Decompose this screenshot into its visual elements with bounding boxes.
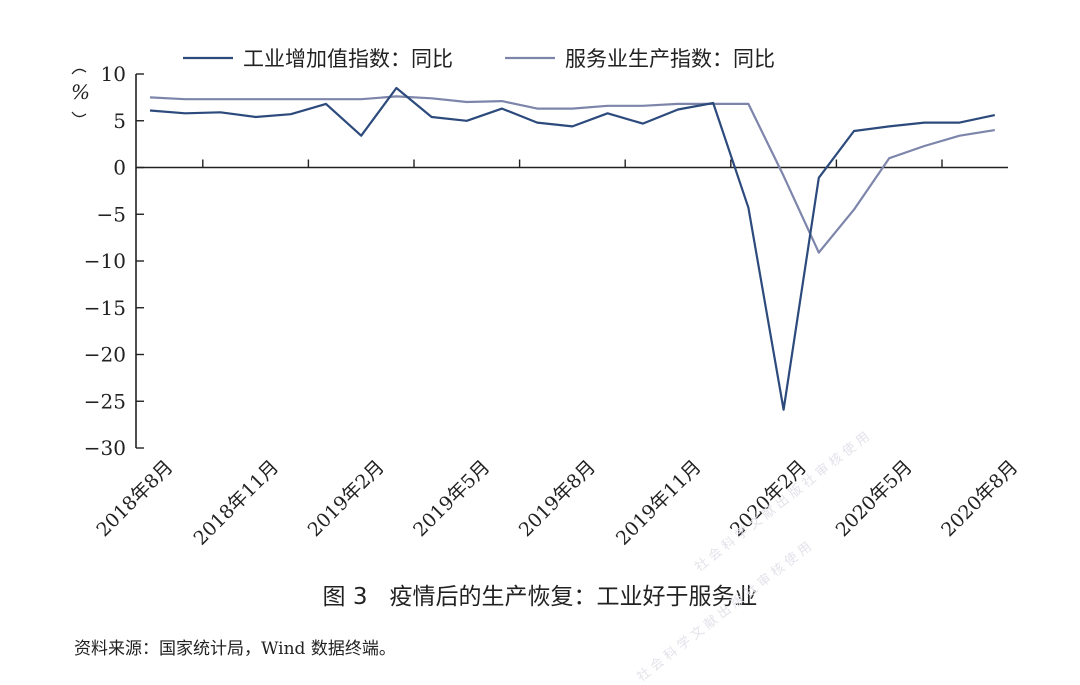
y-tick-label: 10 <box>101 62 126 86</box>
y-tick-label: −20 <box>84 343 126 367</box>
y-axis-unit-label: % <box>71 80 90 104</box>
x-tick-label: 2019年2月 <box>304 456 389 541</box>
x-tick-label: 2019年8月 <box>515 456 600 541</box>
legend-label-services: 服务业生产指数：同比 <box>565 47 775 71</box>
y-tick-label: −5 <box>97 202 126 226</box>
series-lines <box>149 86 996 411</box>
data-source-note: 资料来源：国家统计局，Wind 数据终端。 <box>74 639 396 659</box>
x-axis: 2018年8月 2018年11月 2019年2月 2019年5月 2019年8月 2019… <box>92 159 1022 550</box>
chart-legend: 工业增加值指数：同比 服务业生产指数：同比 <box>183 47 775 71</box>
y-tick-label: −15 <box>84 296 126 320</box>
x-tick-label: 2020年5月 <box>832 456 917 541</box>
x-tick-label: 2019年11月 <box>612 456 706 550</box>
legend-label-industrial: 工业增加值指数：同比 <box>243 47 453 71</box>
line-chart: 工业增加值指数：同比 服务业生产指数：同比 % 10 5 0 −5 −10 −15 −20 −… <box>71 47 1022 550</box>
unit-paren-bottom <box>71 111 87 118</box>
x-tick-label: 2020年8月 <box>937 456 1022 541</box>
series-line-industrial <box>149 86 996 411</box>
unit-paren-top <box>71 68 87 75</box>
y-tick-label: −25 <box>84 389 126 413</box>
x-tick-label: 2018年11月 <box>189 456 283 550</box>
y-tick-label: 0 <box>113 156 126 180</box>
figure-number: 图 3 <box>322 584 368 610</box>
figure-title: 疫情后的生产恢复：工业好于服务业 <box>389 584 758 610</box>
y-tick-label: −10 <box>84 249 126 273</box>
y-tick-label: 5 <box>113 109 126 133</box>
y-axis: 10 5 0 −5 −10 −15 −20 −25 −30 <box>84 62 144 460</box>
y-tick-label: −30 <box>84 436 126 460</box>
x-tick-label: 2019年5月 <box>409 456 494 541</box>
figure-caption: 图 3 疫情后的生产恢复：工业好于服务业 <box>0 577 1080 611</box>
series-line-services <box>149 95 995 254</box>
x-tick-label: 2018年8月 <box>92 456 177 541</box>
